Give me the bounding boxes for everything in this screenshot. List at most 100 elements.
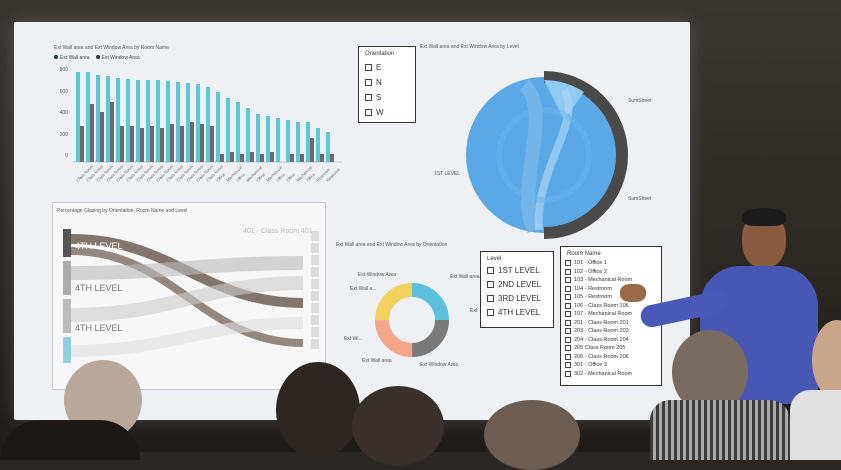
room-item[interactable]: 204 - Class Room 204 bbox=[565, 336, 632, 345]
donut-chart: Ext Window Area Ext Wall area Ext Wall a… bbox=[344, 272, 480, 368]
checkbox[interactable] bbox=[565, 277, 571, 284]
room-item-label: 205 Class Room 205 bbox=[574, 345, 626, 352]
audience-head bbox=[276, 362, 360, 458]
donut-label-7: Ext Window Area bbox=[420, 362, 458, 368]
room-item[interactable]: 201 - Class Room 201 bbox=[565, 319, 632, 328]
orientation-item-w[interactable]: W bbox=[365, 108, 384, 117]
donut-label-4: Ext bbox=[470, 308, 478, 314]
svg-text:Office: Office bbox=[235, 171, 246, 182]
pie-slice-sumsheet-dark bbox=[543, 71, 629, 239]
room-item-label: 105 - Restroom bbox=[574, 294, 612, 301]
pie-label-sumsheet-top: SumSheet bbox=[628, 98, 652, 104]
audience-head bbox=[352, 386, 444, 466]
checkbox[interactable] bbox=[565, 260, 571, 267]
room-item[interactable]: 206 - Class Room 206 bbox=[565, 353, 632, 362]
donut-slice-salmon bbox=[375, 283, 449, 357]
checkbox[interactable] bbox=[565, 302, 571, 309]
donut-label-3: Ext Wall a... bbox=[350, 286, 377, 292]
sankey-label-1: 4TH LEVEL bbox=[75, 241, 123, 251]
donut-slice-yellow bbox=[375, 283, 449, 357]
orientation-item-e[interactable]: E bbox=[365, 63, 381, 72]
sankey-right-label: 401 - Class Room 401 bbox=[243, 228, 313, 235]
donut-panel: Ext Wall area and Ext Window Area by Ori… bbox=[332, 240, 482, 390]
audience-dark-left bbox=[0, 420, 140, 460]
pie-panel: Ext Wall area and Ext Window Area by Lev… bbox=[414, 40, 684, 250]
room-item-label: 101 - Office 1 bbox=[574, 260, 607, 267]
level-item-1[interactable]: 1ST LEVEL bbox=[487, 266, 540, 275]
svg-text:Office: Office bbox=[215, 171, 226, 182]
room-item[interactable]: 301 - Office 3 bbox=[565, 361, 632, 370]
svg-text:Office: Office bbox=[255, 171, 266, 182]
checkbox[interactable] bbox=[487, 267, 494, 274]
level-item-3[interactable]: 3RD LEVEL bbox=[487, 294, 541, 303]
presenter-hair bbox=[742, 208, 786, 226]
level-item-4[interactable]: 4TH LEVEL bbox=[487, 308, 540, 317]
room-item-label: 106 - Class Room 106 bbox=[574, 302, 629, 309]
checkbox[interactable] bbox=[565, 311, 571, 318]
checkbox[interactable] bbox=[365, 64, 372, 71]
room-item-label: 301 - Office 3 bbox=[574, 362, 607, 369]
room-item[interactable]: 107 - Mechanical Room bbox=[565, 310, 632, 319]
legend-wall: Ext Wall area bbox=[54, 55, 90, 61]
audience-head bbox=[484, 400, 580, 470]
room-item[interactable]: 106 - Class Room 106 bbox=[565, 302, 632, 311]
checkbox[interactable] bbox=[565, 370, 571, 377]
checkbox[interactable] bbox=[565, 336, 571, 343]
sankey-label-2: 4TH LEVEL bbox=[75, 283, 123, 293]
projection-screen: Ext Wall area and Ext Window Area by Roo… bbox=[14, 22, 690, 420]
pie-chart: SumSheet 1ST LEVEL SumSheet bbox=[434, 71, 652, 239]
orientation-item-n[interactable]: N bbox=[365, 78, 382, 87]
donut-label-1: Ext Window Area bbox=[358, 272, 396, 278]
checkbox[interactable] bbox=[365, 94, 372, 101]
donut-label-2: Ext Wall area bbox=[450, 274, 480, 280]
checkbox[interactable] bbox=[565, 362, 571, 369]
bar-y-axis: 800 600 400 200 0 bbox=[59, 67, 68, 159]
room-item[interactable]: 101 - Office 1 bbox=[565, 259, 632, 268]
bar-series-wall bbox=[76, 72, 330, 162]
bar-chart-plot: Class Room Class Room Class Room Class R… bbox=[72, 72, 342, 183]
svg-text:Office: Office bbox=[285, 171, 296, 182]
room-item-label: 102 - Office 2 bbox=[574, 268, 607, 275]
room-item-label: 201 - Class Room 201 bbox=[574, 319, 629, 326]
room-item-label: 104 - Restroom bbox=[574, 285, 612, 292]
room-item-label: 203 - Class Room 203 bbox=[574, 328, 629, 335]
level-item-2[interactable]: 2ND LEVEL bbox=[487, 280, 541, 289]
pie-panel-title: Ext Wall area and Ext Window Area by Lev… bbox=[420, 44, 519, 50]
room-item[interactable]: 104 - Restroom bbox=[565, 285, 632, 294]
donut-label-5: Ext Wi... bbox=[344, 336, 363, 342]
room-item[interactable]: 302 - Mechanical Room bbox=[565, 370, 632, 379]
checkbox[interactable] bbox=[565, 345, 571, 352]
svg-text:Office: Office bbox=[305, 171, 316, 182]
room-item[interactable]: 205 Class Room 205 bbox=[565, 344, 632, 353]
level-slicer: Level 1ST LEVEL 2ND LEVEL 3RD LEVEL 4TH … bbox=[480, 251, 554, 328]
checkbox[interactable] bbox=[565, 268, 571, 275]
checkbox[interactable] bbox=[487, 309, 494, 316]
pie-slice-1st-level bbox=[466, 77, 622, 233]
checkbox[interactable] bbox=[565, 319, 571, 326]
room-item[interactable]: 105 - Restroom bbox=[565, 293, 632, 302]
svg-text:Office: Office bbox=[275, 171, 286, 182]
checkbox[interactable] bbox=[565, 285, 571, 292]
pie-label-1st-level: 1ST LEVEL bbox=[434, 171, 460, 177]
checkbox[interactable] bbox=[565, 294, 571, 301]
checkbox[interactable] bbox=[565, 328, 571, 335]
donut-label-6: Ext Wall area bbox=[362, 358, 392, 364]
bar-series-window bbox=[80, 102, 334, 162]
room-item[interactable]: 203 - Class Room 203 bbox=[565, 327, 632, 336]
bar-chart-title: Ext Wall area and Ext Window Area by Roo… bbox=[54, 45, 169, 51]
room-item-label: 206 - Class Room 206 bbox=[574, 353, 629, 360]
sankey-label-3: 4TH LEVEL bbox=[75, 323, 123, 333]
orientation-item-s[interactable]: S bbox=[365, 93, 381, 102]
checkbox[interactable] bbox=[565, 353, 571, 360]
room-item-label: 204 - Class Room 204 bbox=[574, 336, 629, 343]
checkbox[interactable] bbox=[487, 281, 494, 288]
pie-label-sumsheet-bottom: SumSheet bbox=[628, 196, 652, 202]
room-item[interactable]: 103 - Mechanical Room bbox=[565, 276, 632, 285]
presenter-hand bbox=[620, 284, 646, 302]
checkbox[interactable] bbox=[487, 295, 494, 302]
checkbox[interactable] bbox=[365, 79, 372, 86]
checkbox[interactable] bbox=[365, 109, 372, 116]
donut-title: Ext Wall area and Ext Window Area by Ori… bbox=[336, 242, 448, 248]
room-item[interactable]: 102 - Office 2 bbox=[565, 268, 632, 277]
room-item-label: 103 - Mechanical Room bbox=[574, 277, 633, 284]
